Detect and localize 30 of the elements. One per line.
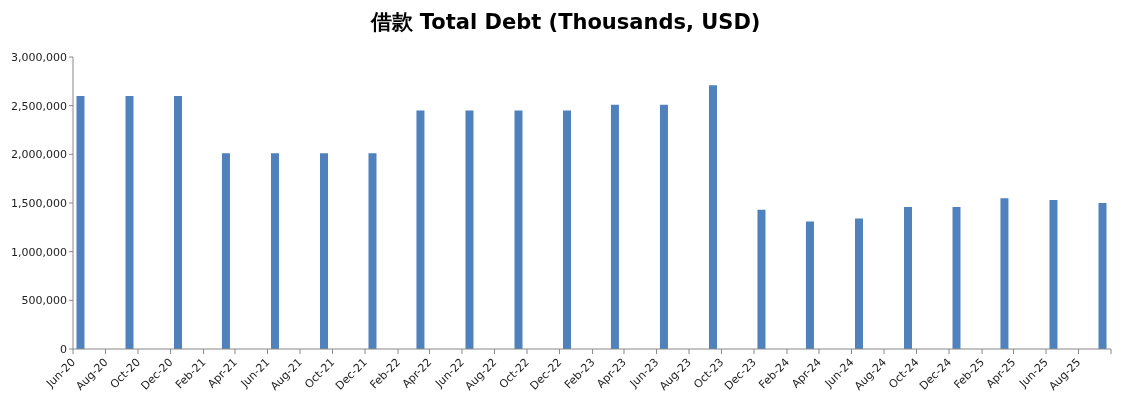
bar	[805, 221, 814, 349]
bar	[708, 85, 717, 349]
bar	[270, 153, 279, 349]
y-tick-label: 2,000,000	[11, 148, 67, 162]
bar	[562, 110, 571, 349]
bar	[659, 104, 668, 349]
bar	[76, 95, 85, 349]
y-tick-label: 1,000,000	[11, 245, 67, 259]
bar	[904, 206, 912, 349]
bar	[320, 153, 328, 349]
y-tick-label: 2,500,000	[11, 99, 67, 113]
bar	[221, 153, 230, 349]
bar	[368, 153, 377, 349]
bar	[1098, 203, 1107, 349]
bar	[1000, 198, 1009, 349]
bar	[514, 110, 523, 349]
bar	[465, 110, 474, 349]
y-tick-label: 500,000	[21, 294, 67, 308]
bar	[416, 110, 425, 349]
bar	[952, 206, 961, 349]
bar	[173, 95, 182, 349]
bar	[125, 95, 134, 349]
y-tick-label: 0	[60, 342, 67, 356]
y-tick-label: 1,500,000	[11, 196, 67, 210]
bar	[757, 209, 766, 349]
bar	[1049, 200, 1058, 349]
y-tick-label: 3,000,000	[11, 50, 67, 64]
bar	[610, 104, 619, 349]
bar	[854, 218, 863, 349]
chart-title: 借款 Total Debt (Thousands, USD)	[369, 9, 762, 36]
